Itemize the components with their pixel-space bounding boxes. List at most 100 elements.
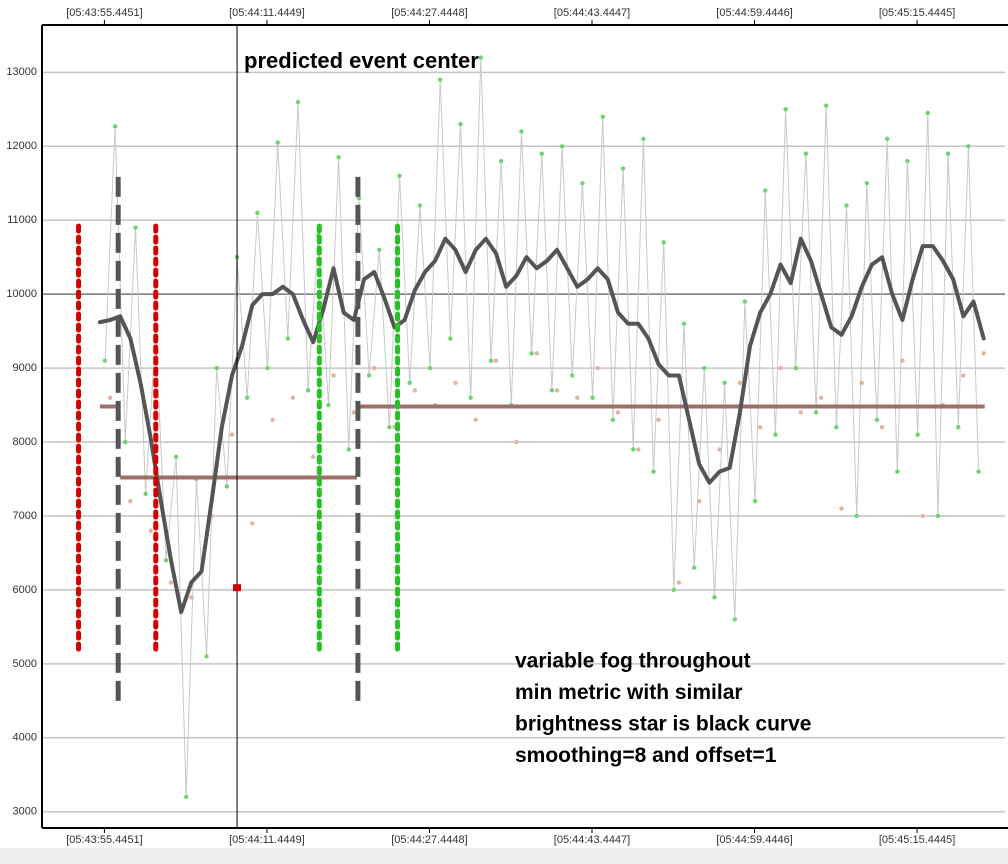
data-point — [387, 425, 392, 430]
annotation: variable fog throughout — [515, 650, 751, 673]
data-point — [250, 521, 255, 526]
data-point — [519, 129, 524, 134]
data-point — [468, 395, 473, 400]
bottom-strip — [0, 848, 1008, 864]
data-point — [493, 358, 499, 363]
data-point — [945, 151, 951, 156]
data-point — [346, 447, 351, 452]
y-tick-label: 8000 — [13, 436, 37, 448]
data-point — [803, 151, 809, 156]
data-point — [824, 103, 829, 108]
data-point — [839, 506, 844, 511]
annotation: brightness star is black curve — [515, 713, 811, 736]
data-point — [773, 432, 778, 437]
y-tick-label: 10000 — [6, 288, 37, 300]
data-point — [925, 110, 930, 116]
data-point — [488, 358, 494, 363]
data-point — [102, 358, 108, 363]
data-point — [498, 158, 504, 164]
data-point — [148, 528, 153, 533]
data-point — [905, 158, 910, 164]
data-point — [295, 99, 301, 105]
data-point — [107, 395, 113, 400]
x-tick-label: [05:44:43.4447] — [554, 834, 630, 846]
y-tick-label: 7000 — [13, 510, 37, 522]
x-tick-label: [05:44:27.4448] — [391, 834, 467, 846]
y-tick-label: 13000 — [6, 66, 37, 78]
data-point — [128, 498, 133, 504]
data-point — [920, 513, 925, 519]
x-tick-label: [05:44:59.4446] — [716, 834, 792, 846]
data-point — [168, 580, 174, 585]
data-point — [854, 513, 859, 519]
data-point — [691, 565, 697, 570]
data-point — [615, 410, 621, 415]
x-tick-label: [05:44:27.4448] — [391, 7, 467, 19]
y-tick-label: 6000 — [13, 584, 37, 596]
data-point — [285, 336, 291, 341]
data-point — [844, 203, 849, 208]
data-point — [620, 166, 626, 171]
event-label: predicted event center — [244, 48, 479, 73]
plot: 3000 4000 5000 6000 7000 8000 9000 10000 11000 12… — [6, 7, 1008, 846]
data-point — [366, 373, 372, 378]
data-point — [717, 447, 722, 452]
data-point — [610, 417, 616, 423]
data-point — [671, 587, 677, 593]
y-tick-label: 5000 — [13, 658, 37, 670]
data-point — [793, 365, 798, 371]
data-point — [697, 498, 702, 504]
x-tick-label: [05:45:15.4445] — [879, 834, 955, 846]
x-tick-label: [05:44:11.4449] — [229, 7, 305, 19]
data-point — [311, 454, 316, 460]
data-point — [834, 425, 839, 430]
data-point — [458, 121, 463, 127]
data-point — [473, 417, 478, 423]
data-point — [879, 425, 885, 430]
data-point — [676, 580, 682, 585]
data-point — [631, 447, 636, 452]
data-point — [798, 410, 804, 415]
data-point — [874, 417, 880, 423]
smoothed-curve — [97, 236, 986, 615]
data-point — [438, 77, 443, 82]
data-point — [575, 395, 580, 400]
data-point — [757, 425, 763, 430]
data-point — [778, 365, 783, 371]
data-point — [305, 388, 311, 393]
annotation: min metric with similar — [515, 681, 743, 704]
data-point — [336, 155, 341, 160]
data-point — [229, 432, 235, 437]
event-point — [233, 584, 242, 592]
data-point — [112, 124, 118, 129]
data-point — [636, 447, 641, 452]
data-point — [412, 388, 418, 393]
data-point — [453, 380, 458, 386]
data-point — [214, 365, 219, 371]
data-point — [859, 380, 864, 386]
data-point — [123, 439, 128, 445]
data-point — [143, 491, 148, 496]
data-point — [255, 210, 260, 216]
data-point — [961, 373, 966, 378]
data-point — [580, 181, 585, 186]
data-point — [590, 395, 595, 400]
data-point — [783, 107, 788, 112]
data-point — [732, 617, 737, 622]
data-point — [529, 351, 534, 356]
data-point — [976, 469, 981, 474]
data-point — [864, 181, 870, 186]
x-tick-label: [05:43:55.4451] — [66, 7, 142, 19]
x-tick-label: [05:44:11.4449] — [229, 834, 305, 846]
data-point — [163, 558, 169, 563]
data-point — [275, 140, 280, 145]
data-point — [224, 484, 230, 489]
data-point — [661, 240, 666, 245]
data-point — [549, 388, 555, 393]
data-point — [189, 595, 194, 600]
data-point — [244, 395, 250, 400]
data-point — [407, 380, 412, 386]
data-point — [712, 595, 717, 600]
data-point — [895, 469, 900, 474]
